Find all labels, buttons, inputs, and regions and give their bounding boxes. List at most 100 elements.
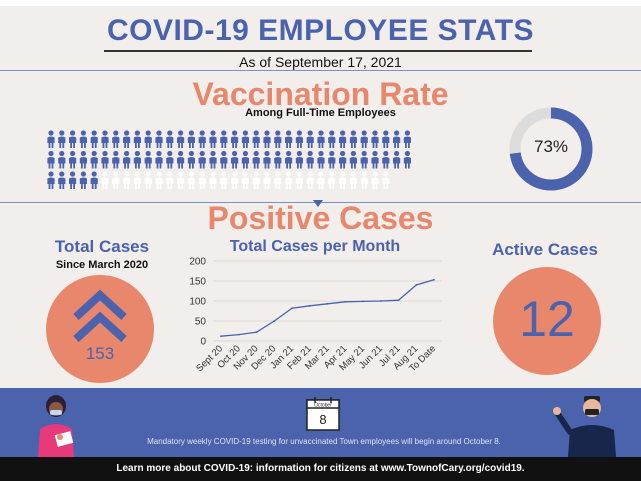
- person-icon: [187, 171, 195, 189]
- person-icon: [144, 150, 152, 169]
- person-icon: [187, 150, 195, 169]
- person-icon: [144, 130, 152, 148]
- top-band: [0, 0, 641, 6]
- person-icon: [123, 150, 131, 169]
- data-point: [255, 331, 258, 334]
- person-icon: [393, 150, 401, 169]
- total-cases-subtitle: Since March 2020: [55, 259, 149, 271]
- person-icon: [371, 130, 379, 148]
- person-icon: [295, 171, 303, 189]
- person-icon: [317, 150, 325, 169]
- person-icon: [112, 150, 120, 169]
- active-cases-title: Active Cases: [492, 240, 598, 259]
- person-icon: [328, 171, 336, 189]
- person-icon: [285, 171, 293, 189]
- person-icon: [360, 150, 368, 169]
- person-icon: [360, 171, 368, 189]
- person-icon: [317, 130, 325, 148]
- person-icon: [209, 150, 217, 169]
- person-icon: [339, 130, 347, 148]
- person-icon: [274, 150, 282, 169]
- person-icon: [220, 150, 228, 169]
- person-icon: [295, 130, 303, 148]
- person-icon: [306, 150, 314, 169]
- person-icon: [112, 130, 120, 148]
- data-point: [415, 284, 418, 286]
- person-icon: [317, 171, 325, 189]
- person-icon: [90, 150, 98, 169]
- total-cases-title: Total Cases: [54, 237, 150, 256]
- person-icon: [231, 130, 239, 148]
- person-icon: [382, 150, 390, 169]
- person-icon: [252, 130, 260, 148]
- person-icon: [69, 171, 77, 189]
- section-divider-top: [0, 70, 641, 71]
- person-icon: [166, 171, 174, 189]
- person-icon: [241, 171, 249, 189]
- person-icon: [328, 150, 336, 169]
- divider-arrow-icon: [313, 200, 323, 207]
- person-icon: [274, 171, 282, 189]
- person-icon: [90, 171, 98, 189]
- person-icon: [166, 150, 174, 169]
- person-icon: [403, 130, 411, 148]
- person-icon: [339, 150, 347, 169]
- data-point: [397, 299, 400, 302]
- y-tick-label: 150: [189, 277, 206, 288]
- person-icon: [166, 130, 174, 148]
- person-icon: [349, 130, 357, 148]
- person-icon: [79, 150, 87, 169]
- person-icon: [231, 150, 239, 169]
- person-icon: [274, 130, 282, 148]
- vaccination-rate-value: 73%: [533, 137, 569, 156]
- person-icon: [306, 171, 314, 189]
- active-cases-circle: [493, 267, 601, 375]
- person-icon: [393, 130, 401, 148]
- data-point: [308, 304, 311, 307]
- testing-notice: Mandatory weekly COVID-19 testing for un…: [147, 437, 501, 446]
- person-icon: [349, 171, 357, 189]
- person-icon: [79, 171, 87, 189]
- person-icon: [177, 171, 185, 189]
- people-icon-grid: [47, 130, 411, 189]
- double-chevron-up-icon: [73, 289, 127, 342]
- person-icon: [58, 150, 66, 169]
- calendar-day: 8: [319, 412, 326, 427]
- person-icon: [123, 130, 131, 148]
- person-icon: [69, 150, 77, 169]
- data-point: [344, 300, 347, 303]
- person-icon: [90, 130, 98, 148]
- calendar-month: October: [314, 403, 332, 409]
- data-point: [379, 300, 382, 302]
- person-icon: [306, 130, 314, 148]
- person-icon: [382, 130, 390, 148]
- monthly-chart-title: Total Cases per Month: [229, 238, 401, 255]
- person-icon: [112, 171, 120, 189]
- title-underline: [104, 50, 532, 52]
- person-icon: [263, 150, 271, 169]
- calendar-icon: October 8: [306, 397, 340, 431]
- series-line: [220, 279, 435, 337]
- person-icon: [144, 171, 152, 189]
- data-point: [433, 278, 435, 281]
- person-icon: [177, 130, 185, 148]
- person-icon: [241, 150, 249, 169]
- person-icon: [47, 171, 55, 189]
- vaccination-donut: [509, 107, 593, 191]
- person-icon: [79, 130, 87, 148]
- person-icon: [403, 150, 411, 169]
- person-icon: [101, 150, 109, 169]
- data-point: [220, 335, 222, 338]
- person-icon: [209, 130, 217, 148]
- data-point: [362, 300, 364, 303]
- total-cases-value: 153: [85, 344, 115, 363]
- vaccination-subtitle: Among Full-Time Employees: [245, 107, 396, 119]
- y-tick-label: 0: [200, 337, 206, 348]
- person-icon: [252, 150, 260, 169]
- person-icon: [360, 130, 368, 148]
- person-icon: [220, 130, 228, 148]
- person-icon: [285, 150, 293, 169]
- person-icon: [339, 171, 347, 189]
- person-icon: [58, 171, 66, 189]
- person-icon: [58, 130, 66, 148]
